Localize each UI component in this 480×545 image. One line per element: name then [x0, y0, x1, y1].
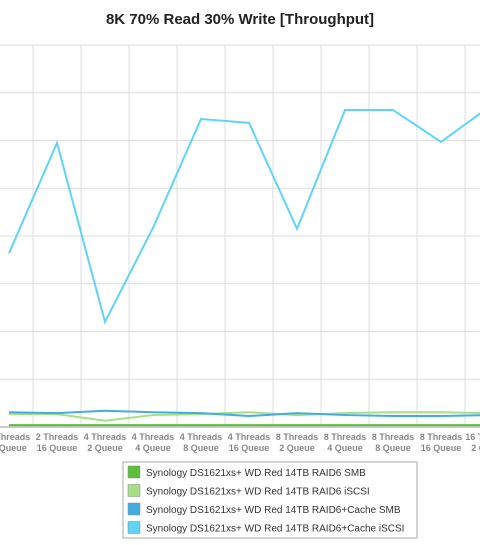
x-tick-label: 8 Threads: [372, 432, 415, 442]
x-tick-label: 16 Threads: [465, 432, 480, 442]
x-tick-label: 2 Threads: [0, 432, 30, 442]
legend-label: Synology DS1621xs+ WD Red 14TB RAID6 iSC…: [146, 487, 370, 498]
x-tick-label: 2 Queue: [471, 443, 480, 453]
legend-swatch: [127, 465, 141, 479]
legend-label: Synology DS1621xs+ WD Red 14TB RAID6+Cac…: [146, 524, 404, 535]
x-tick-label: 16 Queue: [37, 443, 78, 453]
series-line: [8, 108, 480, 325]
series-line: [8, 409, 480, 418]
x-tick-label: 2 Queue: [87, 443, 123, 453]
legend-box: [122, 461, 418, 539]
x-tick-label: 16 Queue: [421, 443, 462, 453]
x-tick-label: 4 Threads: [180, 432, 223, 442]
x-tick-label: 4 Queue: [327, 443, 363, 453]
x-tick-label: 2 Queue: [279, 443, 315, 453]
legend-label: Synology DS1621xs+ WD Red 14TB RAID6 SMB: [146, 468, 366, 479]
x-tick-label: 4 Threads: [132, 432, 175, 442]
x-tick-label: 4 Threads: [84, 432, 127, 442]
x-tick-label: 8 Queue: [0, 443, 27, 453]
x-tick-label: 4 Threads: [228, 432, 271, 442]
x-tick-label: 8 Queue: [375, 443, 411, 453]
legend-swatch: [127, 502, 141, 516]
x-tick-label: 4 Queue: [135, 443, 171, 453]
x-tick-label: 8 Threads: [276, 432, 319, 442]
x-tick-label: 8 Queue: [183, 443, 219, 453]
x-tick-label: 8 Threads: [420, 432, 463, 442]
chart-title: 8K 70% Read 30% Write [Throughput]: [106, 11, 374, 28]
x-tick-label: 2 Threads: [36, 432, 79, 442]
series-line: [9, 411, 480, 422]
x-tick-label: 8 Threads: [324, 432, 367, 442]
legend-swatch: [127, 484, 141, 497]
legend-swatch: [127, 521, 141, 534]
legend-label: Synology DS1621xs+ WD Red 14TB RAID6+Cac…: [146, 505, 401, 516]
x-tick-label: 16 Queue: [229, 443, 270, 453]
